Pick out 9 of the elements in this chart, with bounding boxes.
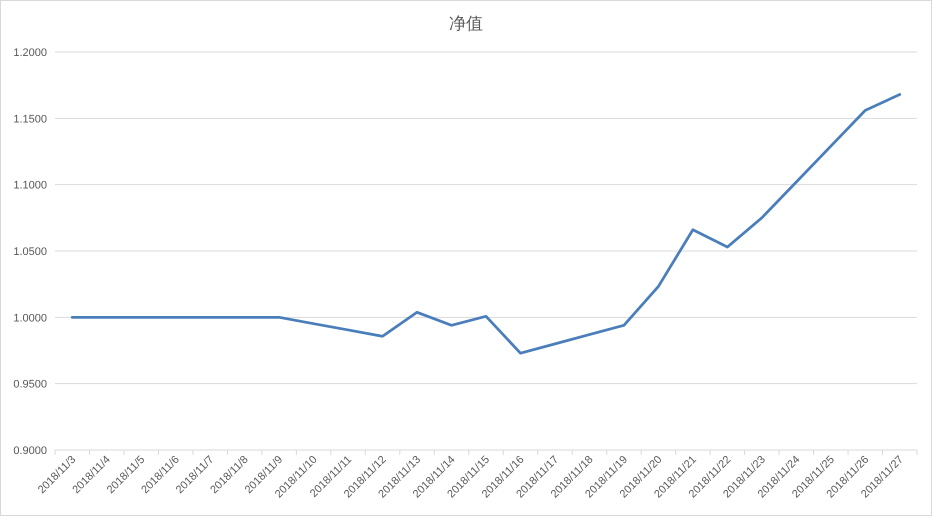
- chart-title: 净值: [449, 14, 483, 33]
- y-tick-label: 1.0500: [13, 246, 47, 258]
- y-tick-label: 1.2000: [13, 47, 47, 59]
- y-tick-label: 1.0000: [13, 312, 47, 324]
- line-series: [70, 93, 902, 355]
- y-tick-label: 1.1000: [13, 180, 47, 192]
- y-tick-label: 1.1500: [13, 113, 47, 126]
- y-tick-label: 0.9500: [13, 378, 47, 391]
- y-tick-label: 0.9000: [13, 445, 47, 457]
